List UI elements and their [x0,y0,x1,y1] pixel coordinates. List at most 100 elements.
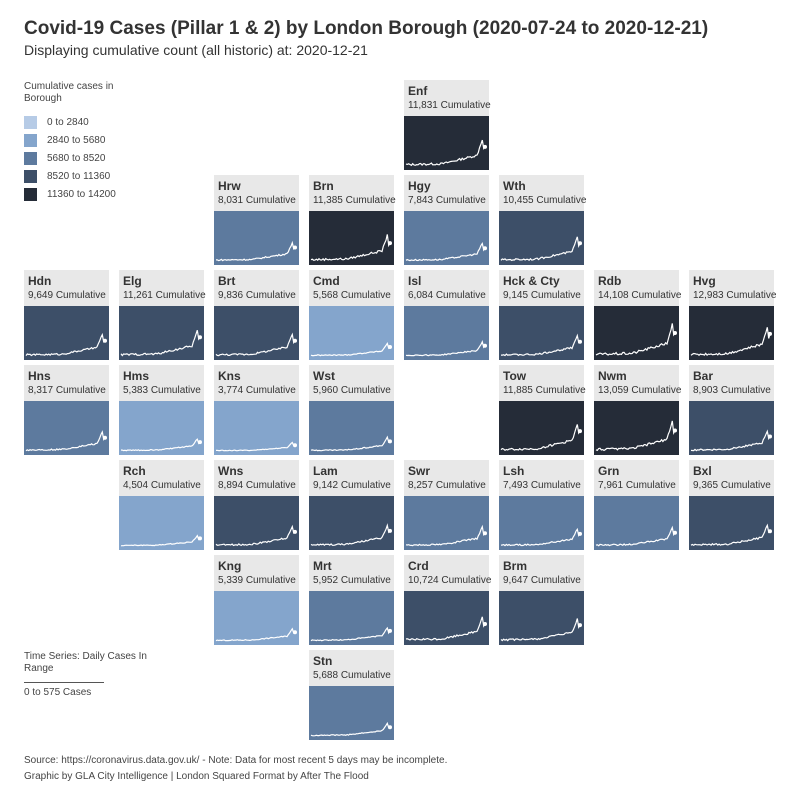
borough-tile: Hns 8,317 Cumulative [24,365,109,455]
borough-cumulative-count: 10,724 Cumulative [408,575,491,586]
borough-sparkline-panel [24,306,109,360]
borough-count-value: 8,903 [693,385,719,396]
borough-sparkline-panel [499,306,584,360]
sparkline-line [120,534,201,547]
borough-count-value: 8,317 [28,385,54,396]
sparkline-end-dot [578,339,582,344]
borough-cumulative-count: 8,317 Cumulative [28,385,106,396]
borough-sparkline-panel [309,591,394,645]
credit-note: Graphic by GLA City Intelligence | Londo… [24,771,369,782]
color-legend-label: 0 to 2840 [47,116,89,128]
borough-sparkline-panel [594,496,679,550]
borough-tile-header: Rdb 14,108 Cumulative [594,270,682,306]
borough-sparkline [405,242,487,262]
borough-sparkline [215,627,297,642]
borough-count-suffix: Cumulative [345,195,396,206]
borough-tile-header: Hrw 8,031 Cumulative [214,175,299,211]
borough-tile: Hms 5,383 Cumulative [119,365,204,455]
color-legend-label: 11360 to 14200 [47,188,116,200]
borough-sparkline [215,332,297,357]
borough-sparkline-panel [309,306,394,360]
sparkline-end-dot [388,628,392,633]
sparkline-line [405,524,486,547]
sparkline-end-dot [103,435,107,440]
sparkline-end-dot [578,429,582,434]
sparkline-line [690,327,771,357]
borough-sparkline [595,525,677,547]
borough-sparkline [500,424,582,452]
borough-abbreviation: Tow [503,369,527,383]
sparkline-end-dot [388,528,392,533]
sparkline-line [690,429,771,452]
sparkline-end-dot [768,529,772,534]
borough-count-suffix: Cumulative [245,290,296,301]
borough-tile-header: Hck & Cty 9,145 Cumulative [499,270,584,306]
sparkline-end-dot [293,630,297,635]
borough-count-suffix: Cumulative [535,385,586,396]
borough-tile: Brm 9,647 Cumulative [499,555,584,645]
borough-count-suffix: Cumulative [631,290,682,301]
borough-abbreviation: Hms [123,369,150,383]
borough-sparkline-panel [214,591,299,645]
borough-sparkline-panel [309,211,394,265]
sparkline-end-dot [768,331,772,336]
borough-tile: Hdn 9,649 Cumulative [24,270,109,360]
sparkline-line [405,616,486,641]
borough-abbreviation: Mrt [313,559,332,573]
borough-sparkline [215,441,297,452]
borough-count-value: 8,031 [218,195,244,206]
borough-count-suffix: Cumulative [720,480,771,491]
sparkline-end-dot [673,530,677,535]
borough-tile: Hrw 8,031 Cumulative [214,175,299,265]
sparkline-line [310,234,391,262]
borough-count-suffix: Cumulative [155,290,206,301]
borough-abbreviation: Hdn [28,274,52,288]
borough-count-suffix: Cumulative [441,575,492,586]
sparkline-end-dot [483,343,487,348]
sparkline-end-dot [198,440,202,445]
borough-count-value: 5,383 [123,385,149,396]
borough-count-suffix: Cumulative [440,100,491,111]
sparkline-end-dot [388,439,392,444]
borough-count-suffix: Cumulative [340,575,391,586]
borough-abbreviation: Swr [408,464,431,478]
borough-sparkline-panel [689,496,774,550]
sparkline-line [215,240,296,262]
borough-tile: Rdb 14,108 Cumulative [594,270,682,360]
borough-tile: Bxl 9,365 Cumulative [689,460,774,550]
borough-tile-header: Enf 11,831 Cumulative [404,80,491,116]
borough-tile-header: Rch 4,504 Cumulative [119,460,204,496]
borough-count-value: 6,084 [408,290,434,301]
borough-tile: Lam 9,142 Cumulative [309,460,394,550]
borough-tile-header: Brt 9,836 Cumulative [214,270,299,306]
borough-count-suffix: Cumulative [245,480,296,491]
borough-tile: Wns 8,894 Cumulative [214,460,299,550]
borough-count-value: 10,724 [408,575,439,586]
borough-sparkline [500,527,582,547]
sparkline-end-dot [483,246,487,251]
borough-abbreviation: Wns [218,464,244,478]
borough-sparkline [405,340,487,357]
borough-abbreviation: Hgy [408,179,431,193]
color-legend-items: 0 to 2840 2840 to 5680 5680 to 8520 8520 to… [24,113,204,203]
borough-tile-header: Crd 10,724 Cumulative [404,555,491,591]
borough-tile: Kns 3,774 Cumulative [214,365,299,455]
sparkline-line [215,441,296,452]
borough-count-value: 11,885 [503,385,533,396]
borough-tile: Cmd 5,568 Cumulative [309,270,394,360]
borough-sparkline [215,524,297,547]
borough-sparkline-panel [404,306,489,360]
borough-abbreviation: Lam [313,464,338,478]
color-legend-item: 0 to 2840 [24,113,204,131]
borough-tile: Enf 11,831 Cumulative [404,80,491,170]
time-series-legend: Time Series: Daily Cases In Range 0 to 5… [24,651,164,698]
borough-tile-header: Hns 8,317 Cumulative [24,365,109,401]
borough-count-value: 12,983 [693,290,724,301]
borough-abbreviation: Nwm [598,369,627,383]
sparkline-line [120,438,201,452]
borough-cumulative-count: 7,961 Cumulative [598,480,676,491]
borough-tile: Bar 8,903 Cumulative [689,365,774,455]
borough-count-value: 5,688 [313,670,339,681]
color-legend: Cumulative cases in Borough 0 to 2840 284… [24,81,204,203]
borough-tile-header: Grn 7,961 Cumulative [594,460,679,496]
